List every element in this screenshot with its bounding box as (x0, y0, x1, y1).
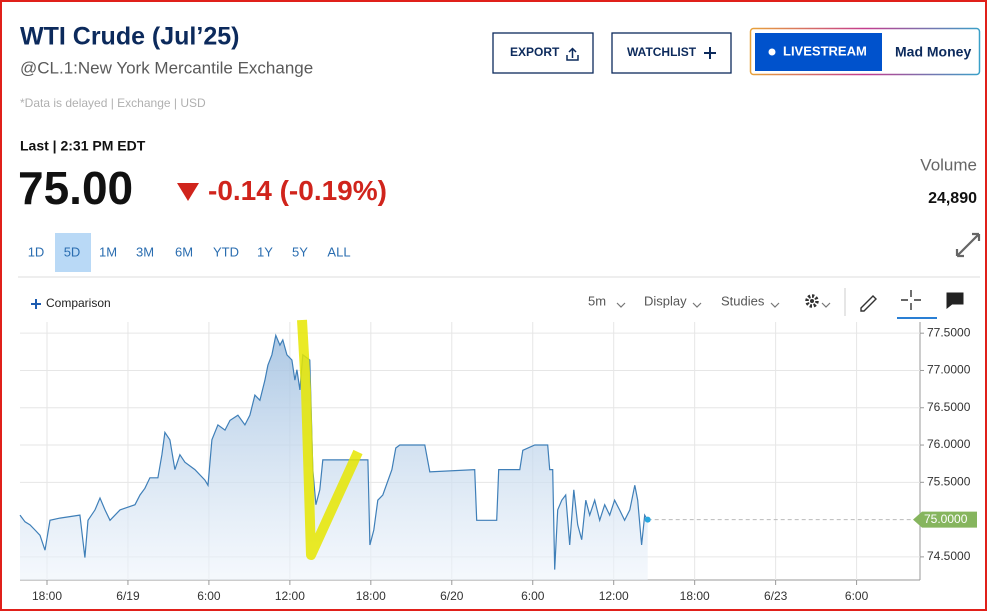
range-button[interactable]: YTD (213, 244, 239, 259)
livestream-label[interactable]: LIVESTREAM (783, 43, 867, 58)
range-button[interactable]: 1Y (257, 244, 273, 259)
crosshair-icon[interactable] (901, 290, 921, 310)
x-tick-label: 18:00 (680, 589, 710, 603)
livestream-button[interactable] (755, 33, 882, 71)
last-price-label: 75.0000 (924, 512, 968, 526)
price-change: -0.14 (-0.19%) (208, 175, 387, 206)
expand-icon[interactable] (955, 232, 981, 258)
price-line (19, 333, 649, 570)
data-note: *Data is delayed | Exchange | USD (20, 96, 206, 110)
range-button[interactable]: 1M (99, 244, 117, 259)
livestream-box[interactable]: LIVESTREAM Mad Money (749, 27, 981, 76)
y-tick-label: 76.5000 (927, 400, 971, 414)
y-tick-label: 77.5000 (927, 325, 971, 339)
interval-button[interactable]: 5m (588, 293, 606, 308)
settings-hub (810, 299, 814, 303)
range-button[interactable]: 3M (136, 244, 154, 259)
active-range-bg (55, 233, 91, 272)
comment-icon[interactable] (946, 292, 964, 310)
range-button[interactable]: ALL (327, 244, 350, 259)
title: WTI Crude (Jul’25) (20, 23, 239, 51)
export-label[interactable]: EXPORT (510, 45, 560, 59)
range-button[interactable]: 1D (28, 244, 45, 259)
x-tick-label: 6:00 (197, 589, 221, 603)
y-tick-label: 76.0000 (927, 437, 971, 451)
down-arrow (177, 183, 199, 201)
volume: 24,890 (928, 190, 977, 207)
x-tick-label: 18:00 (32, 589, 62, 603)
chevrons (616, 302, 831, 308)
x-tick-label: 12:00 (275, 589, 305, 603)
export-icon (566, 47, 579, 61)
x-tick-label: 6/23 (764, 589, 788, 603)
x-tick-label: 6:00 (521, 589, 545, 603)
price-chart: 18:00 6/19 6:00 12:00 18:00 6/20 6:00 12:00 18:0… (19, 322, 977, 603)
range-button[interactable]: 5Y (292, 244, 308, 259)
watchlist-button[interactable]: WATCHLIST (611, 32, 732, 74)
watchlist-label[interactable]: WATCHLIST (627, 45, 697, 59)
change: -0.14 (208, 175, 272, 206)
change-pct: (-0.19%) (280, 175, 387, 206)
show-label[interactable]: Mad Money (895, 44, 971, 60)
export-button[interactable]: EXPORT (492, 32, 594, 74)
range-selector: 1D 5D 1M 3M 6M YTD 1Y 5Y ALL (28, 244, 351, 259)
annotation-arrow (297, 319, 363, 560)
last-price: 75.00 (18, 162, 133, 214)
x-tick-label: 6/20 (440, 589, 464, 603)
y-tick-label: 77.0000 (927, 363, 971, 377)
subtitle: @CL.1:New York Mercantile Exchange (20, 58, 313, 77)
range-button[interactable]: 5D (64, 244, 81, 259)
last-point (644, 516, 651, 523)
x-tick-label: 12:00 (599, 589, 629, 603)
x-tick-label: 6/19 (116, 589, 140, 603)
studies-button[interactable]: Studies (721, 293, 765, 308)
comparison-button[interactable]: Comparison (46, 296, 111, 310)
draw-icon[interactable] (860, 295, 877, 312)
settings-icon[interactable] (805, 294, 819, 308)
range-button[interactable]: 6M (175, 244, 193, 259)
display-button[interactable]: Display (644, 293, 687, 308)
comparison-plus (31, 299, 41, 309)
x-tick-label: 18:00 (356, 589, 386, 603)
y-tick-label: 75.5000 (927, 474, 971, 488)
area-fill (20, 335, 648, 580)
live-dot (768, 48, 776, 56)
y-tick-label: 74.5000 (927, 549, 971, 563)
volume-label: Volume (920, 155, 977, 174)
last-price-tag (913, 511, 977, 528)
plus-icon (704, 47, 716, 59)
last-time: Last | 2:31 PM EDT (20, 138, 146, 154)
x-tick-label: 6:00 (845, 589, 869, 603)
